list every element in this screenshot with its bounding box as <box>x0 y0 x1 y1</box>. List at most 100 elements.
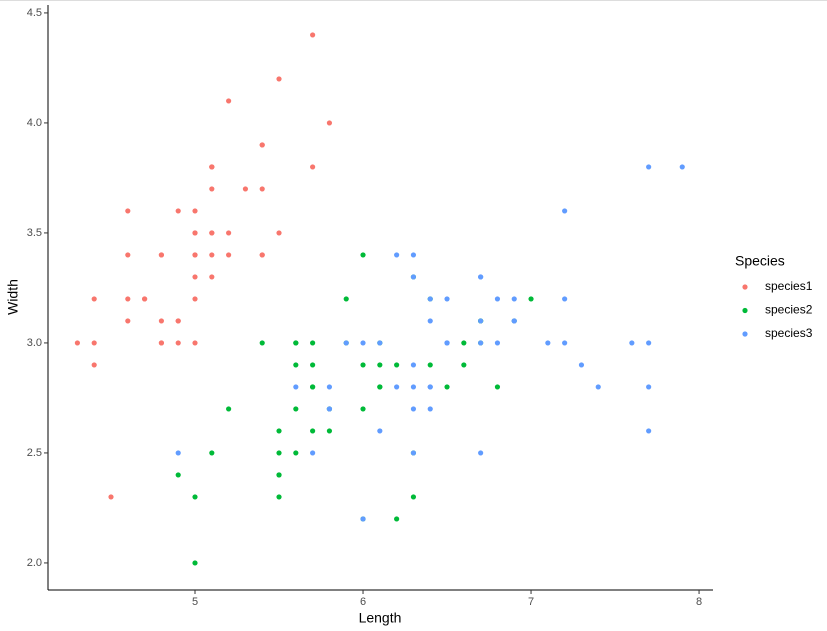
point <box>310 164 316 170</box>
point <box>646 384 652 390</box>
point <box>528 296 534 302</box>
point <box>377 384 383 390</box>
point <box>175 340 181 346</box>
point <box>192 340 198 346</box>
point <box>142 296 148 302</box>
point <box>394 252 400 258</box>
point <box>175 208 181 214</box>
y-tick-label: 2.0 <box>27 557 42 569</box>
point <box>343 296 349 302</box>
point <box>192 560 198 566</box>
point <box>209 252 215 258</box>
point <box>326 384 333 390</box>
point <box>226 406 232 412</box>
point <box>293 362 299 368</box>
point <box>360 340 366 346</box>
point <box>410 406 417 412</box>
point <box>326 428 333 434</box>
point <box>394 362 400 368</box>
legend-label: species1 <box>765 279 813 293</box>
point <box>595 384 601 390</box>
point <box>293 406 299 412</box>
point <box>209 274 215 280</box>
point <box>310 450 316 456</box>
point <box>192 494 198 500</box>
point <box>125 318 131 324</box>
point <box>242 186 249 192</box>
legend-label: species2 <box>765 303 813 317</box>
legend-swatch <box>742 331 748 337</box>
legend-title: Species <box>735 253 785 269</box>
point <box>427 296 433 302</box>
point <box>91 340 97 346</box>
x-tick-label: 5 <box>192 596 198 608</box>
point <box>461 362 467 368</box>
point <box>209 164 215 170</box>
point <box>91 362 97 368</box>
point <box>494 340 501 346</box>
point <box>360 516 366 522</box>
point <box>511 318 517 324</box>
point <box>226 98 232 104</box>
y-axis-title: Width <box>5 279 21 315</box>
point <box>125 252 131 258</box>
point <box>310 32 316 38</box>
point <box>410 494 417 500</box>
point <box>646 164 652 170</box>
point <box>377 362 383 368</box>
point <box>679 164 685 170</box>
point <box>259 252 265 258</box>
point <box>511 296 517 302</box>
point <box>410 362 417 368</box>
point <box>410 450 417 456</box>
point <box>276 428 282 434</box>
point <box>125 296 131 302</box>
point <box>444 296 450 302</box>
point <box>175 318 181 324</box>
point <box>646 340 652 346</box>
point <box>578 362 585 368</box>
point <box>310 362 316 368</box>
point <box>108 494 114 500</box>
point <box>562 208 568 214</box>
point <box>326 406 333 412</box>
point <box>360 252 366 258</box>
point <box>410 252 417 258</box>
point <box>293 384 299 390</box>
point <box>276 76 282 82</box>
point <box>276 450 282 456</box>
point <box>545 340 551 346</box>
point <box>259 340 265 346</box>
point <box>192 208 198 214</box>
point <box>192 296 198 302</box>
legend-swatch <box>742 284 748 290</box>
point <box>209 450 215 456</box>
point <box>192 274 198 280</box>
y-tick-label: 3.0 <box>27 337 42 349</box>
y-tick-label: 3.5 <box>27 227 42 239</box>
point <box>343 340 349 346</box>
legend-label: species3 <box>765 326 813 340</box>
point <box>360 362 366 368</box>
point <box>310 384 316 390</box>
point <box>310 428 316 434</box>
point <box>646 428 652 434</box>
x-tick-label: 7 <box>528 596 534 608</box>
point <box>209 230 215 236</box>
point <box>427 362 433 368</box>
y-tick-label: 4.5 <box>27 7 42 19</box>
point <box>377 428 383 434</box>
x-tick-label: 8 <box>696 596 702 608</box>
point <box>293 450 299 456</box>
point <box>427 318 433 324</box>
point <box>562 296 568 302</box>
point <box>226 252 232 258</box>
point <box>226 230 232 236</box>
point <box>394 384 400 390</box>
point <box>478 274 484 280</box>
point <box>91 296 97 302</box>
point <box>444 340 450 346</box>
point <box>410 274 417 280</box>
